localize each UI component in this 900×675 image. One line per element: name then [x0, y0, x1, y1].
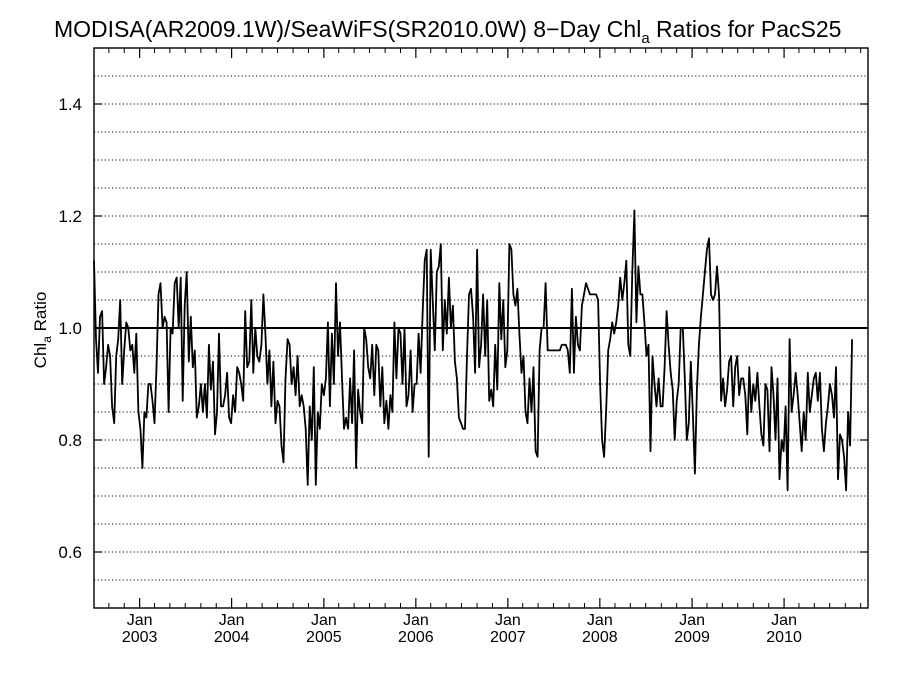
x-tick-month-label: Jan — [127, 612, 153, 629]
series-line — [93, 209, 853, 492]
x-tick-month-label: Jan — [403, 612, 429, 629]
x-tick-year-label: 2003 — [122, 629, 158, 646]
x-tick-month-label: Jan — [587, 612, 613, 629]
x-tick-month-label: Jan — [495, 612, 521, 629]
chart-title: MODISA(AR2009.1W)/SeaWiFS(SR2010.0W) 8−D… — [54, 16, 841, 47]
y-tick-label: 1.2 — [58, 207, 82, 226]
y-axis-label-main: Chl — [31, 343, 50, 369]
x-tick-month-label: Jan — [679, 612, 705, 629]
chart-title-subscript: a — [641, 30, 650, 47]
x-tick-month-label: Jan — [771, 612, 797, 629]
y-axis-label-suffix: Ratio — [31, 292, 50, 336]
plot-frame — [93, 47, 869, 609]
y-tick-label: 1.0 — [58, 319, 82, 338]
x-tick-year-label: 2004 — [214, 629, 250, 646]
y-axis-label: Chla Ratio — [31, 292, 54, 369]
y-tick-label: 1.4 — [58, 95, 82, 114]
tick-labels: 0.60.81.01.21.4Jan2003Jan2004Jan2005Jan2… — [58, 95, 802, 646]
y-tick-label: 0.8 — [58, 431, 82, 450]
y-tick-label: 0.6 — [58, 543, 82, 562]
series-group — [93, 209, 853, 492]
x-tick-month-label: Jan — [219, 612, 245, 629]
x-tick-year-label: 2010 — [766, 629, 802, 646]
x-tick-year-label: 2008 — [582, 629, 618, 646]
y-axis-label-subscript: a — [40, 336, 54, 343]
x-tick-year-label: 2006 — [398, 629, 434, 646]
chart-title-main: MODISA(AR2009.1W)/SeaWiFS(SR2010.0W) 8−D… — [54, 16, 641, 42]
x-tick-year-label: 2007 — [490, 629, 526, 646]
x-tick-year-label: 2009 — [674, 629, 710, 646]
x-tick-year-label: 2005 — [306, 629, 342, 646]
chart-title-suffix: Ratios for PacS25 — [650, 16, 842, 42]
x-tick-month-label: Jan — [311, 612, 337, 629]
